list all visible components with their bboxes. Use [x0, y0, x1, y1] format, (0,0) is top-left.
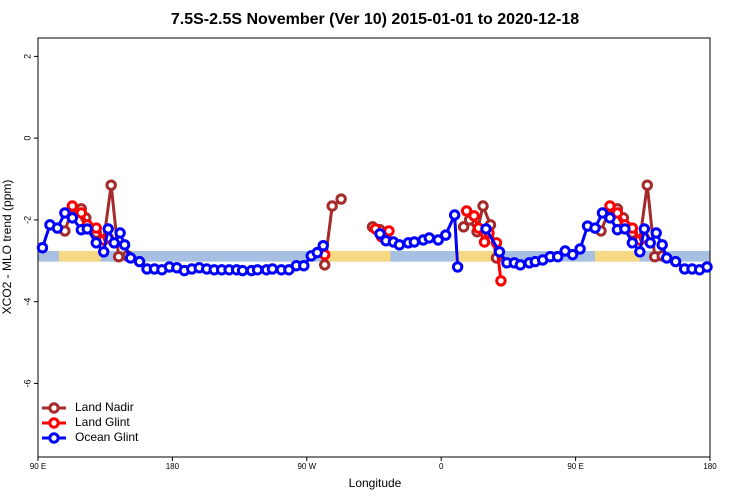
- series-point: [468, 210, 480, 222]
- series-point: [298, 259, 310, 272]
- land-span: [454, 250, 500, 262]
- y-axis-label: XCO2 - MLO trend (ppm): [0, 180, 14, 315]
- series-point: [326, 200, 338, 212]
- series-point: [311, 246, 323, 259]
- series-point: [514, 259, 527, 271]
- series-point: [551, 250, 564, 263]
- series-point: [374, 228, 386, 240]
- series-point: [66, 200, 79, 212]
- series-point: [335, 193, 347, 205]
- series-point: [596, 207, 609, 219]
- series-point: [98, 246, 110, 258]
- x-tick-label: 90 E: [567, 462, 583, 471]
- series-point: [66, 212, 79, 224]
- series-point: [638, 223, 650, 235]
- x-tick-label: 90 E: [30, 462, 46, 471]
- series-point: [669, 255, 682, 268]
- series-point: [133, 255, 146, 268]
- series-point: [408, 236, 421, 248]
- legend-label: Land Nadir: [75, 400, 134, 414]
- chart-title: 7.5S-2.5S November (Ver 10) 2015-01-01 t…: [171, 11, 579, 28]
- series-point: [423, 232, 435, 244]
- series-point: [460, 205, 473, 217]
- y-tick-label: -2: [22, 216, 32, 224]
- x-tick-label: 0: [439, 462, 444, 471]
- land-span: [58, 250, 101, 262]
- legend-marker: [48, 432, 60, 444]
- series-point: [114, 227, 126, 239]
- series-point: [611, 207, 624, 219]
- series-point: [112, 250, 125, 263]
- series-point: [383, 225, 395, 237]
- series-point: [81, 223, 93, 235]
- y-tick-label: 0: [22, 136, 32, 141]
- series-point: [604, 212, 616, 224]
- series-point: [393, 239, 406, 251]
- legend-marker: [48, 402, 60, 414]
- series-point: [432, 234, 444, 246]
- series-point: [102, 223, 114, 235]
- series-point: [644, 237, 656, 249]
- series-point: [457, 221, 470, 233]
- series-point: [317, 239, 329, 252]
- series-point: [589, 222, 601, 234]
- y-tick-label: 2: [22, 54, 32, 59]
- series-point: [641, 179, 653, 191]
- series-point: [90, 237, 102, 249]
- series-point: [634, 246, 646, 258]
- x-tick-label: 180: [703, 462, 717, 471]
- series-point: [626, 237, 639, 249]
- series-point: [36, 242, 49, 254]
- series-point: [75, 207, 88, 219]
- series-point: [478, 236, 491, 248]
- series-point: [701, 261, 713, 273]
- x-tick-label: 180: [166, 462, 180, 471]
- series-point: [236, 264, 249, 277]
- series-point: [118, 239, 131, 251]
- y-tick-label: -4: [22, 298, 32, 306]
- series-point: [619, 223, 631, 235]
- series-point: [656, 239, 668, 251]
- plot-frame: [37, 37, 711, 458]
- x-tick-label: 90 W: [297, 462, 316, 471]
- series-point: [251, 264, 264, 276]
- series-point: [660, 252, 673, 264]
- series-point: [495, 275, 507, 287]
- series-point: [319, 259, 331, 271]
- series-point: [448, 209, 461, 221]
- series-point: [566, 248, 579, 261]
- legend-label: Ocean Glint: [75, 430, 139, 444]
- series-point: [650, 227, 662, 239]
- series-point: [124, 252, 137, 264]
- series-point: [480, 223, 492, 235]
- series-point: [108, 237, 120, 249]
- series-point: [477, 200, 489, 212]
- x-axis-label: Longitude: [349, 476, 402, 490]
- series-point: [105, 179, 117, 191]
- series-point: [493, 246, 506, 258]
- series-point: [574, 243, 586, 255]
- series-point: [451, 261, 464, 273]
- series-point: [604, 200, 616, 212]
- legend-marker: [48, 417, 60, 429]
- series-point: [90, 222, 102, 234]
- legend-label: Land Glint: [75, 415, 130, 429]
- land-span: [595, 250, 640, 262]
- series-point: [266, 263, 279, 275]
- y-tick-label: -6: [22, 379, 32, 387]
- series-point: [51, 222, 64, 234]
- series-point: [59, 207, 71, 219]
- land-span: [327, 250, 391, 262]
- series-point: [439, 229, 452, 241]
